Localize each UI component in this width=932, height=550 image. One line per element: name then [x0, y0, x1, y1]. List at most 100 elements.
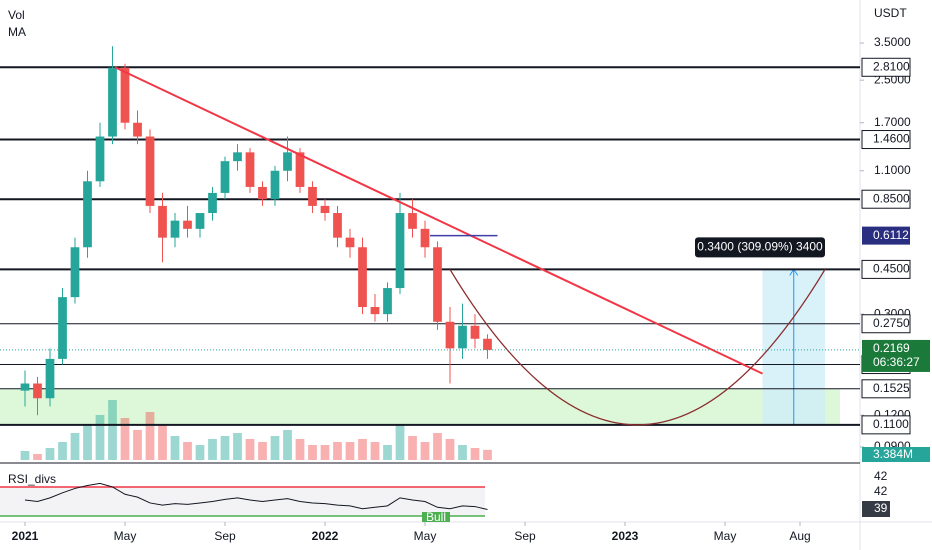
volume-bar — [483, 449, 492, 460]
volume-bar — [45, 448, 55, 460]
candle-body — [33, 383, 42, 399]
last-price-tag — [862, 339, 930, 372]
candle-body — [20, 383, 30, 391]
level-tag — [861, 314, 911, 334]
level-tag — [861, 259, 911, 279]
countdown: 06:36:27 — [873, 355, 920, 369]
support-zone — [0, 388, 840, 425]
x-tick-label: May — [114, 529, 137, 543]
volume-bar — [133, 430, 142, 460]
volume-bar — [83, 424, 92, 460]
legend-ma: MA — [8, 25, 26, 39]
rsi-value-tag — [862, 501, 890, 517]
volume-bar — [470, 448, 480, 460]
x-tick-label: May — [714, 529, 737, 543]
x-tick-label: 2022 — [312, 529, 339, 543]
candle-body — [308, 186, 317, 206]
candle-body — [245, 152, 255, 187]
volume-bar — [258, 442, 267, 460]
candle-body — [83, 181, 92, 248]
candle-body — [483, 338, 492, 350]
y-tick-label: 1.1000 — [874, 163, 911, 177]
volume-bar — [95, 415, 105, 460]
rsi-title: RSI_divs — [8, 472, 56, 486]
candle-body — [120, 67, 130, 123]
candle-body — [358, 247, 367, 308]
volume-bar — [33, 454, 42, 460]
volume-bar — [245, 439, 255, 460]
rsi-line — [24, 482, 488, 510]
candle-body — [370, 307, 380, 315]
candle-body — [70, 247, 80, 298]
volume-tag — [862, 447, 930, 462]
divergence-label: Bull — [426, 510, 446, 524]
volume-bar — [58, 442, 67, 460]
measure-label-box — [695, 237, 825, 258]
volume-bar — [308, 445, 317, 460]
candle-body — [383, 288, 392, 315]
candle-body — [333, 213, 342, 238]
volume-bar — [283, 430, 292, 460]
candle-body — [470, 325, 480, 339]
level-tag — [861, 189, 911, 209]
candle-body — [283, 152, 292, 171]
volume-bar — [445, 439, 455, 460]
x-tick-label: May — [414, 529, 437, 543]
volume-bar — [108, 400, 117, 460]
volume-bar — [183, 442, 192, 460]
candle-body — [258, 186, 267, 200]
volume-bar — [220, 436, 230, 460]
candle-body — [58, 297, 67, 359]
volume-bar — [195, 445, 205, 460]
y-tick-label: 1.7000 — [874, 115, 911, 129]
volume-bar — [20, 451, 30, 460]
candle-body — [270, 170, 280, 200]
x-tick-label: 2021 — [12, 529, 39, 543]
candle-body — [95, 136, 105, 182]
volume-bar — [395, 424, 405, 460]
x-tick-label: Aug — [789, 529, 810, 543]
level-label: 1.4600 — [873, 132, 910, 146]
candle-body — [408, 213, 417, 229]
volume-bar — [208, 439, 217, 460]
candle-body — [233, 152, 242, 162]
volume-bar — [345, 442, 355, 460]
candle-body — [108, 67, 117, 137]
candle-body — [208, 192, 217, 214]
volume-bar — [158, 424, 167, 460]
x-tick-label: Sep — [514, 529, 536, 543]
last-price-label: 0.2169 — [873, 341, 910, 355]
level-label: 0.8500 — [873, 191, 910, 205]
volume-bar — [295, 439, 305, 460]
level-tag — [861, 415, 911, 435]
candle-body — [420, 228, 430, 248]
volume-bar — [70, 433, 80, 460]
volume-bar — [170, 436, 180, 460]
candle-body — [183, 220, 192, 229]
level-tag — [861, 379, 911, 399]
y-tick-label: 3.5000 — [874, 35, 911, 49]
candle-body — [345, 237, 355, 248]
level-label: 0.2750 — [873, 316, 910, 330]
level-label: 0.4500 — [873, 262, 910, 276]
divergence-tag — [422, 512, 450, 522]
volume-bar — [408, 436, 417, 460]
volume-bar — [383, 445, 392, 460]
candle-body — [158, 205, 167, 238]
candle-body — [433, 247, 442, 322]
volume-bar — [145, 412, 155, 460]
candle-body — [133, 122, 142, 137]
level-label: 0.1100 — [873, 417, 909, 431]
volume-bar — [420, 442, 430, 460]
candle-body — [170, 220, 180, 238]
level-label: 0.1525 — [873, 381, 910, 395]
volume-bar — [270, 436, 280, 460]
candle-body — [458, 325, 467, 349]
candle-body — [395, 213, 405, 289]
marker-tag — [862, 226, 910, 245]
candle-body — [295, 152, 305, 187]
candle-body — [220, 161, 230, 193]
level-tag — [861, 57, 911, 77]
volume-label: 3.384M — [873, 447, 913, 461]
x-tick-label: Sep — [214, 529, 236, 543]
